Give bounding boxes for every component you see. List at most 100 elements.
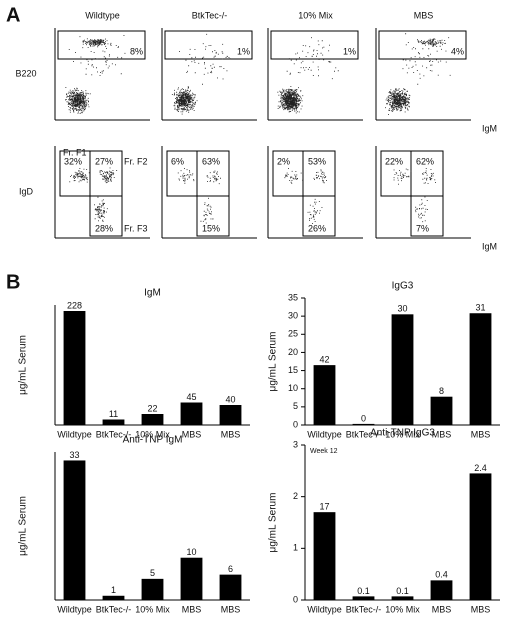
column-header: MBS — [414, 10, 434, 20]
y-axis-label: μg/mL Serum — [268, 332, 279, 392]
column-header: BtkTec-/- — [192, 10, 228, 20]
gate — [270, 30, 359, 60]
bar-label: 40 — [225, 394, 235, 404]
x-tick-label: MBS — [432, 604, 452, 614]
x-tick-label: MBS — [182, 604, 202, 614]
x-tick-label: 10% Mix — [135, 429, 170, 439]
gate-percent: 26% — [308, 223, 326, 233]
axis-label: IgD — [19, 186, 34, 196]
bar-label: 45 — [186, 392, 196, 402]
x-tick-label: Wildtype — [307, 604, 342, 614]
bar-label: 0.1 — [357, 586, 370, 596]
bar — [102, 419, 125, 425]
chart-title: IgG3 — [392, 281, 414, 292]
axis-label: B220 — [15, 68, 36, 78]
gate-percent: 22% — [385, 156, 403, 166]
bar — [180, 557, 203, 600]
y-tick-label: 3 — [293, 439, 298, 449]
bar — [141, 414, 164, 425]
events — [393, 168, 436, 223]
y-tick-label: 35 — [288, 292, 298, 302]
gate — [196, 195, 230, 237]
events — [277, 37, 339, 114]
gate — [89, 195, 123, 237]
y-axis-label: μg/mL Serum — [18, 496, 29, 556]
gate — [57, 30, 146, 60]
column-header: Wildtype — [85, 10, 120, 20]
events — [171, 33, 231, 115]
bar-label: 228 — [67, 300, 82, 310]
gate-percent: 62% — [416, 156, 434, 166]
bar — [141, 578, 164, 600]
bar-label: 11 — [109, 409, 118, 419]
gate-percent: 15% — [202, 223, 220, 233]
events — [65, 35, 126, 114]
bar — [219, 405, 242, 425]
gate-name: Fr. F1 — [63, 147, 87, 157]
bar — [63, 460, 86, 600]
x-tick-label: MBS — [182, 429, 202, 439]
bar — [102, 595, 125, 600]
x-tick-label: Wildtype — [307, 429, 342, 439]
y-tick-label: 30 — [288, 311, 298, 321]
column-header: 10% Mix — [298, 10, 333, 20]
gate-name: Fr. F3 — [124, 223, 148, 233]
annotation: Week 12 — [310, 448, 338, 455]
x-tick-label: MBS — [221, 429, 241, 439]
bar-label: 1 — [111, 585, 116, 595]
bar-label: 10 — [186, 547, 196, 557]
gate-percent: 27% — [95, 156, 113, 166]
gate-percent: 2% — [277, 156, 290, 166]
gate — [302, 195, 336, 237]
axis-label: IgM — [482, 123, 497, 133]
x-tick-label: BtkTec-/- — [96, 429, 132, 439]
y-axis-label: μg/mL Serum — [18, 335, 29, 395]
y-axis-label: μg/mL Serum — [268, 493, 279, 553]
bar-label: 8 — [439, 386, 444, 396]
chart-title: IgM — [144, 288, 161, 299]
events — [385, 33, 451, 115]
gate-percent: 53% — [308, 156, 326, 166]
bar — [180, 402, 203, 425]
bar — [63, 311, 86, 425]
chart-title: Anti-TNP IgM — [123, 435, 183, 446]
bar-label: 17 — [319, 502, 329, 512]
bar — [469, 473, 492, 600]
bar-label: 22 — [147, 403, 157, 413]
x-tick-label: 10% Mix — [135, 604, 170, 614]
gate — [164, 30, 253, 60]
gate — [410, 195, 444, 237]
bar-label: 42 — [319, 355, 329, 365]
panel-label: B — [6, 271, 20, 293]
gate-percent: 6% — [171, 156, 184, 166]
x-tick-label: BtkTec-/- — [96, 604, 132, 614]
bar-label: 33 — [69, 450, 79, 460]
bar-label: 0.4 — [435, 570, 448, 580]
y-tick-label: 2 — [293, 491, 298, 501]
bar — [352, 596, 375, 600]
x-tick-label: BtkTec-/- — [346, 429, 382, 439]
y-tick-label: 0 — [293, 594, 298, 604]
gate-percent: 8% — [130, 46, 143, 56]
gate-name: Fr. F2 — [124, 156, 148, 166]
x-tick-label: 10% Mix — [385, 429, 420, 439]
panel-label: A — [6, 4, 20, 26]
gate-percent: 4% — [451, 46, 464, 56]
bar — [391, 596, 414, 600]
bar-label: 31 — [475, 303, 485, 313]
bar — [430, 396, 453, 425]
bar — [430, 580, 453, 600]
gate-percent: 7% — [416, 223, 429, 233]
y-tick-label: 0 — [293, 419, 298, 429]
gate-percent: 1% — [343, 46, 356, 56]
x-tick-label: MBS — [471, 429, 491, 439]
y-tick-label: 20 — [288, 347, 298, 357]
bar-label: 6 — [228, 564, 233, 574]
x-tick-label: 10% Mix — [385, 604, 420, 614]
gate — [378, 30, 467, 60]
bar-label: 0 — [361, 413, 366, 423]
chart-title: Anti-TNP IgG3 — [370, 428, 435, 439]
bar — [469, 313, 492, 425]
gate-percent: 28% — [95, 223, 113, 233]
